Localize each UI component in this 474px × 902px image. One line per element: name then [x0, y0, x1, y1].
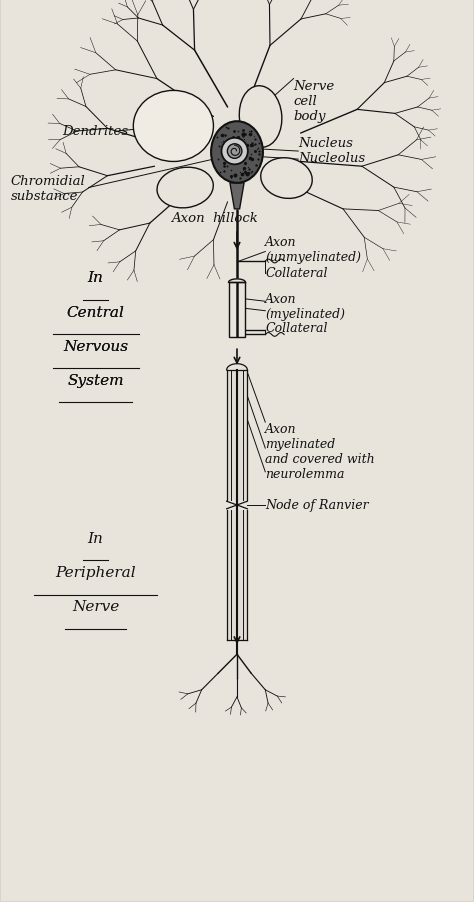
Text: System: System: [67, 373, 124, 387]
Text: Axon  hillock: Axon hillock: [171, 212, 258, 225]
Text: Node of Ranvier: Node of Ranvier: [265, 499, 369, 512]
Ellipse shape: [157, 168, 213, 208]
Text: Axon
myelinated
and covered with
neurolemma: Axon myelinated and covered with neurole…: [265, 423, 375, 481]
Text: Axon
(unmyelinated): Axon (unmyelinated): [265, 236, 361, 264]
Circle shape: [221, 139, 248, 165]
Bar: [228, 283, 246, 337]
Text: Nervous: Nervous: [63, 339, 128, 354]
Text: In: In: [88, 272, 104, 285]
Text: Nucleus
Nucleolus: Nucleus Nucleolus: [298, 136, 365, 164]
Text: In: In: [88, 272, 104, 285]
Text: Peripheral: Peripheral: [55, 566, 136, 579]
Text: Nerve: Nerve: [72, 600, 119, 613]
Bar: [227, 371, 247, 501]
Text: Chromidial
substance: Chromidial substance: [11, 174, 86, 202]
Text: In: In: [88, 531, 104, 546]
Text: Nerve
cell
body: Nerve cell body: [293, 79, 335, 123]
Text: Dendrites: Dendrites: [63, 125, 129, 138]
Text: Central: Central: [67, 305, 125, 319]
Text: Axon
(myelinated): Axon (myelinated): [265, 292, 345, 320]
Text: Collateral: Collateral: [265, 321, 328, 335]
Ellipse shape: [211, 122, 263, 184]
Text: Collateral: Collateral: [265, 267, 328, 280]
Ellipse shape: [133, 91, 213, 162]
Text: Central: Central: [67, 305, 125, 319]
Text: System: System: [67, 373, 124, 387]
Text: Nervous: Nervous: [63, 339, 128, 354]
Circle shape: [228, 144, 242, 159]
Ellipse shape: [261, 159, 312, 199]
Ellipse shape: [239, 87, 282, 148]
Bar: [227, 511, 247, 640]
Polygon shape: [230, 184, 244, 209]
